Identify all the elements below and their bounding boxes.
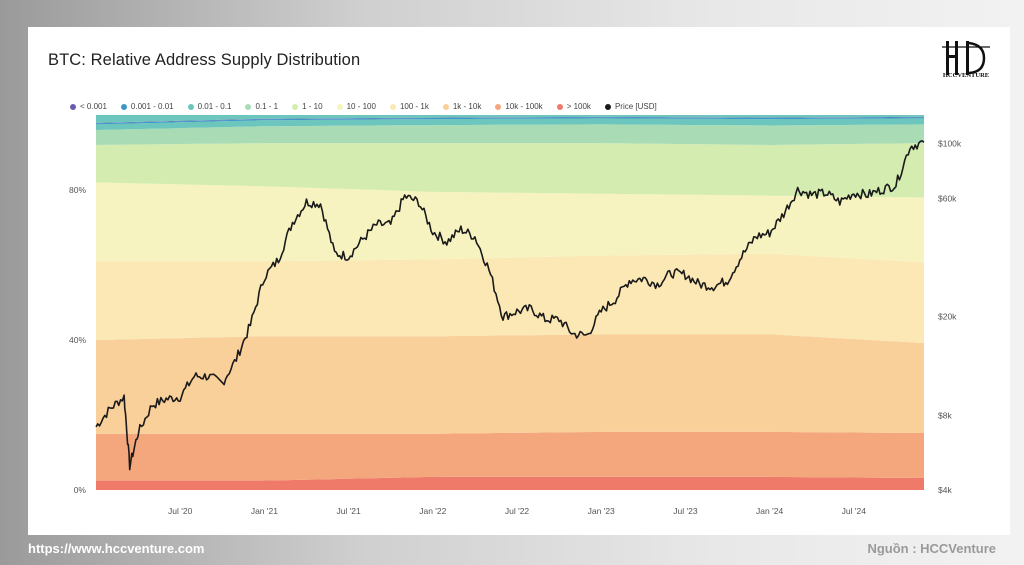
area-band <box>96 124 924 145</box>
y-left-tick-label: 80% <box>69 185 86 195</box>
chart-card: BTC: Relative Address Supply Distributio… <box>28 27 1010 535</box>
legend-swatch <box>556 103 563 110</box>
chart-title: BTC: Relative Address Supply Distributio… <box>48 51 361 69</box>
legend-swatch <box>604 103 611 110</box>
website-url[interactable]: https://www.hccventure.com <box>28 541 205 556</box>
legend-swatch <box>336 103 343 110</box>
price-line <box>95 140 925 471</box>
legend-label: Price [USD] <box>614 102 657 111</box>
legend-label: > 100k <box>566 102 591 111</box>
legend-item[interactable]: 1k - 10k <box>442 102 482 111</box>
y-right-tick-label: $20k <box>938 312 957 322</box>
legend-swatch <box>292 103 299 110</box>
legend-swatch <box>70 103 76 110</box>
legend-swatch <box>120 103 127 110</box>
legend-label: 0.1 - 1 <box>255 102 279 111</box>
area-band <box>96 118 924 130</box>
legend-swatch <box>245 103 252 110</box>
y-right-tick-label: $100k <box>938 138 962 148</box>
legend-item[interactable]: 100 - 1k <box>389 102 429 111</box>
legend-label: 1k - 10k <box>452 102 482 111</box>
y-left-tick-label: 0% <box>74 485 87 495</box>
legend-item[interactable]: Price [USD] <box>604 102 657 111</box>
area-band <box>96 117 924 125</box>
y-right-tick-label: $8k <box>938 410 952 420</box>
area-band <box>96 476 924 490</box>
legend-item[interactable]: > 100k <box>556 102 591 111</box>
legend-label: 10k - 100k <box>505 102 543 111</box>
area-band <box>96 253 924 343</box>
legend-label: 0.001 - 0.01 <box>130 102 174 111</box>
x-tick-label: Jul '21 <box>336 506 361 516</box>
area-band <box>96 182 924 263</box>
chart-legend: < 0.001 0.001 - 0.01 0.01 - 0.1 0.1 - 1 1 - … <box>70 102 671 111</box>
legend-item[interactable]: < 0.001 <box>70 102 107 111</box>
stacked-areas <box>96 115 924 490</box>
legend-swatch <box>187 103 194 110</box>
logo-text: HCCVENTURE <box>942 72 990 79</box>
y-left-tick-label: 40% <box>69 335 86 345</box>
legend-swatch <box>389 103 396 110</box>
y-right-tick-label: $4k <box>938 485 952 495</box>
area-band <box>96 115 924 123</box>
x-tick-label: Jul '24 <box>842 506 867 516</box>
x-tick-label: Jul '22 <box>505 506 530 516</box>
x-tick-label: Jul '20 <box>168 506 193 516</box>
legend-item[interactable]: 0.01 - 0.1 <box>187 102 232 111</box>
legend-swatch <box>442 103 449 110</box>
x-tick-label: Jan '21 <box>251 506 278 516</box>
legend-item[interactable]: 0.001 - 0.01 <box>120 102 174 111</box>
legend-item[interactable]: 10 - 100 <box>336 102 376 111</box>
legend-swatch <box>495 103 502 110</box>
chart-plot: 0% 40% 80% $4k $8k $20k $60k $100k Jul '20 Jan '2… <box>69 115 962 516</box>
x-tick-label: Jan '23 <box>588 506 615 516</box>
legend-label: < 0.001 <box>80 102 107 111</box>
legend-item[interactable]: 10k - 100k <box>495 102 543 111</box>
hccventure-logo <box>942 41 990 75</box>
x-tick-label: Jan '24 <box>756 506 783 516</box>
area-band <box>96 143 924 198</box>
legend-label: 10 - 100 <box>346 102 376 111</box>
legend-label: 1 - 10 <box>302 102 323 111</box>
y-right-tick-label: $60k <box>938 193 957 203</box>
legend-label: 0.01 - 0.1 <box>197 102 232 111</box>
legend-label: 100 - 1k <box>399 102 429 111</box>
legend-item[interactable]: 0.1 - 1 <box>245 102 278 111</box>
x-tick-label: Jan '22 <box>419 506 446 516</box>
area-band <box>96 334 924 434</box>
source-credit: Nguồn : HCCVenture <box>867 541 996 556</box>
x-tick-label: Jul '23 <box>673 506 698 516</box>
area-band <box>96 431 924 481</box>
legend-item[interactable]: 1 - 10 <box>292 102 323 111</box>
